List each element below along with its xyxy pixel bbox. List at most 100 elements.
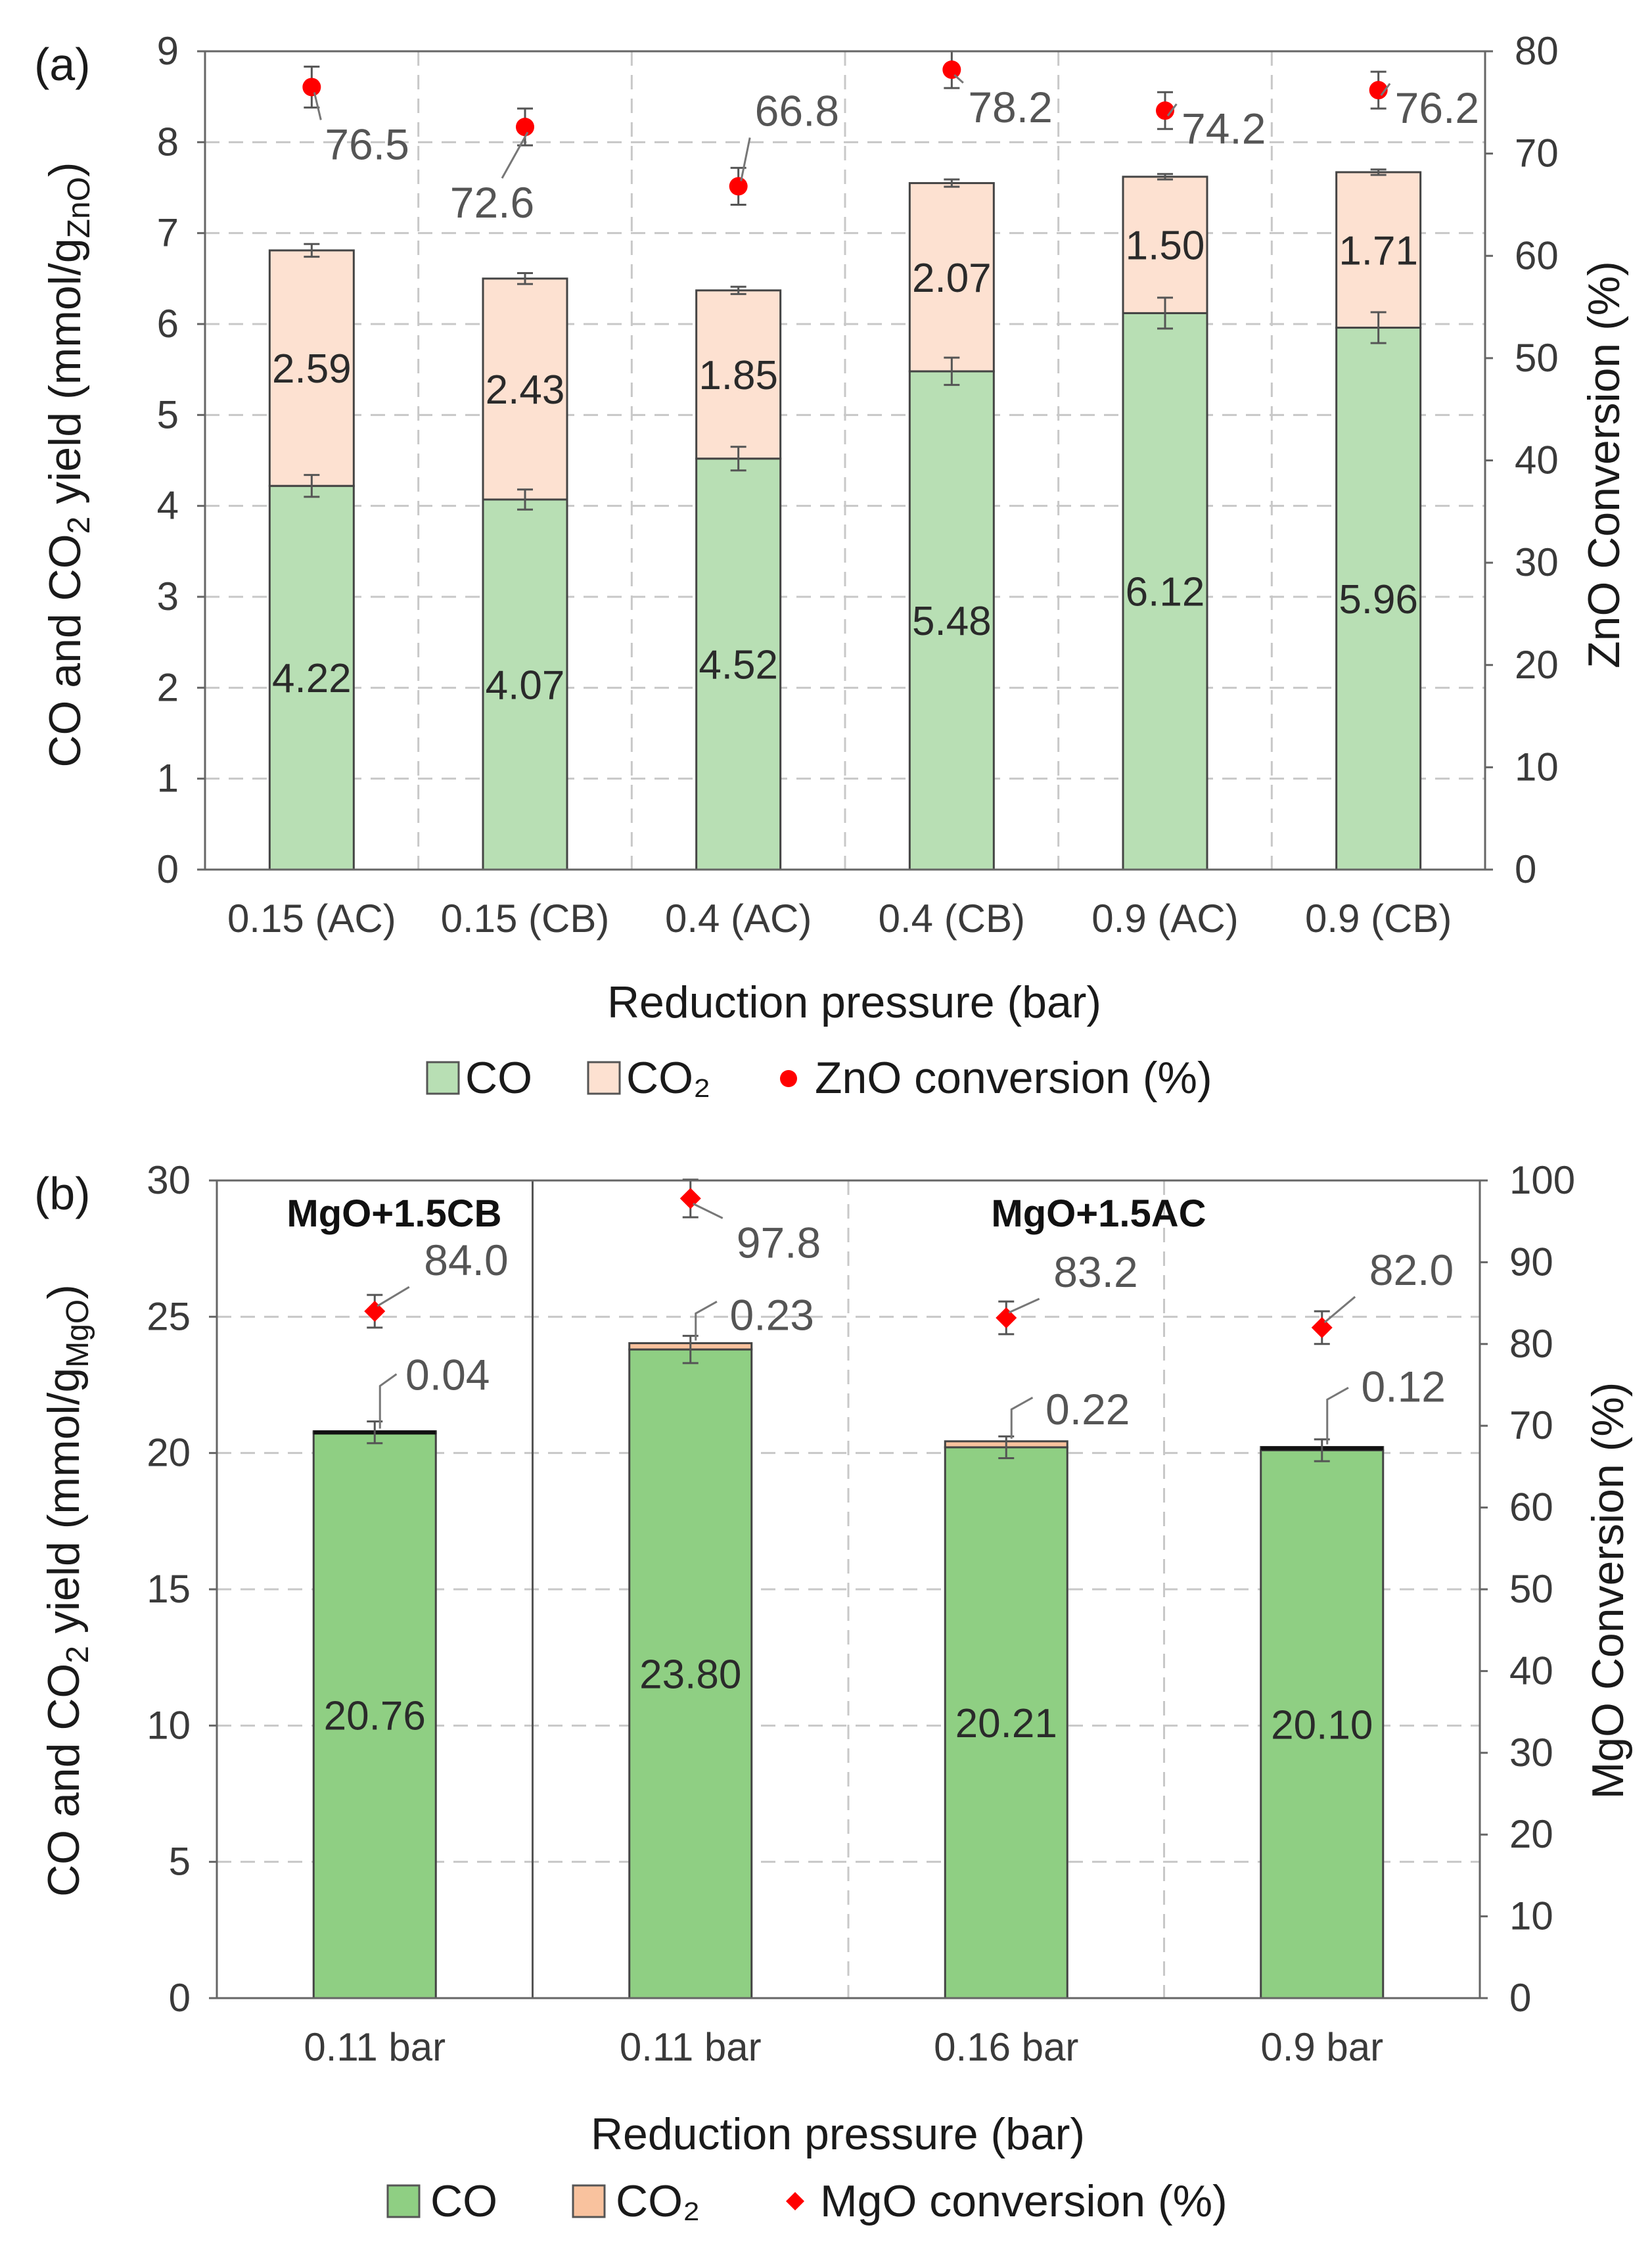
conversion-leader-line (501, 131, 529, 179)
y-tick-label: 6 (157, 302, 179, 346)
bar-label-co: 4.22 (272, 656, 352, 701)
panel-b-group-label-ac: MgO+1.5AC (991, 1192, 1206, 1235)
conversion-marker (679, 1188, 701, 1209)
y-tick-label: 15 (147, 1567, 191, 1611)
bar-label-co: 20.21 (955, 1701, 1057, 1746)
bar-co (695, 457, 782, 871)
y2-tick-label: 0 (1509, 1976, 1531, 2020)
conversion-marker (1156, 101, 1174, 120)
y2-tick-label: 10 (1509, 1894, 1553, 1938)
conversion-value-label: 76.2 (1395, 83, 1479, 132)
legend-conversion-marker (780, 1070, 797, 1087)
bar-co (268, 484, 355, 871)
conversion-leader-line (740, 137, 751, 181)
y2-tick-label: 10 (1515, 745, 1559, 789)
panel-a-bar-labels: 4.22 2.59 4.07 2.43 4.52 1.85 5.48 2.07 6.12 1.50… (272, 223, 1418, 709)
co2-value-label: 0.23 (730, 1291, 814, 1340)
x-tick-label: 0.4 (CB) (879, 897, 1025, 941)
x-tick-label: 0.16 bar (934, 2025, 1078, 2069)
legend-co2-label: CO₂ (616, 2176, 700, 2226)
panel-b-y-axis-title: CO and CO2 yield (mmol/gMgO) (39, 1284, 95, 1897)
legend-conversion-marker (786, 2192, 804, 2210)
y2-tick-label: 80 (1515, 29, 1559, 73)
legend-conversion-label: MgO conversion (%) (820, 2176, 1228, 2226)
panel-a: (a) 4.22 2.59 4.07 2.43 4.52 1.85 5.48 2.07 6.12… (34, 29, 1629, 1103)
bar-label-co2: 1.71 (1339, 228, 1418, 273)
legend-conversion-label: ZnO conversion (%) (815, 1053, 1212, 1103)
conversion-marker (516, 118, 534, 137)
panel-a-x-ticks: 0.15 (AC) 0.15 (CB) 0.4 (AC) 0.4 (CB) 0.9 (A… (227, 897, 1452, 941)
bar-co (628, 1348, 753, 1999)
conversion-value-label: 76.5 (325, 120, 409, 168)
co2-value-label: 0.22 (1045, 1385, 1130, 1434)
panel-b-x-ticks: 0.11 bar 0.11 bar 0.16 bar 0.9 bar (304, 2025, 1383, 2069)
panel-b-legend: CO CO₂ MgO conversion (%) (386, 2176, 1228, 2226)
y2-tick-label: 100 (1509, 1158, 1575, 1202)
y-tick-label: 8 (157, 120, 179, 164)
panel-a-conversion-labels: 76.5 72.6 66.8 78.2 74.2 76.2 (313, 74, 1479, 227)
bar-label-co2: 1.85 (699, 353, 778, 398)
conversion-value-label: 72.6 (450, 178, 534, 227)
panel-a-y-axis-title: CO and CO2 yield (mmol/gZnO) (40, 162, 97, 767)
conversion-value-label: 82.0 (1369, 1246, 1454, 1294)
x-tick-label: 0.4 (AC) (665, 897, 812, 941)
y2-tick-label: 30 (1515, 540, 1559, 584)
conversion-leader-line (1008, 1297, 1040, 1314)
y2-tick-label: 70 (1515, 131, 1559, 175)
legend-co-label: CO (465, 1053, 532, 1103)
panel-a-gridlines (205, 50, 1485, 870)
panel-a-label: (a) (34, 39, 91, 90)
conversion-leader-line (1323, 1295, 1356, 1324)
bar-co (1335, 327, 1422, 871)
bar-label-co2: 2.59 (272, 346, 352, 392)
co2-leader-line (695, 1300, 718, 1341)
bar-label-co2: 2.43 (486, 367, 565, 413)
y-tick-label: 5 (169, 1840, 191, 1884)
y2-tick-label: 60 (1515, 233, 1559, 277)
y-tick-label: 25 (147, 1294, 191, 1338)
panel-a-y2-ticks: 0 10 20 30 40 50 60 70 80 (1485, 29, 1559, 891)
bar-label-co: 20.10 (1271, 1702, 1373, 1748)
bar-label-co: 5.96 (1339, 577, 1418, 622)
bar-label-co2: 1.50 (1126, 223, 1205, 269)
legend-co2-swatch (572, 2184, 606, 2218)
panel-b-group-label-cb: MgO+1.5CB (287, 1192, 501, 1235)
co2-leader-line (379, 1373, 398, 1429)
bar-co (482, 498, 568, 871)
panel-b-y2-axis-title: MgO Conversion (%) (1583, 1382, 1633, 1800)
panel-b-label: (b) (34, 1168, 91, 1219)
conversion-leader-line (1166, 103, 1178, 117)
y-tick-label: 5 (157, 392, 179, 436)
conversion-value-label: 66.8 (755, 86, 839, 135)
bar-co (1260, 1449, 1385, 1999)
y-tick-label: 4 (157, 484, 179, 528)
co2-value-label: 0.12 (1362, 1363, 1446, 1411)
bar-co2 (1335, 171, 1422, 329)
bar-label-co: 23.80 (639, 1652, 741, 1698)
conversion-value-label: 97.8 (737, 1218, 821, 1267)
panel-b: (b) 20.76 23.80 20.21 20.10 0.04 84.0 0.23 97.… (34, 1158, 1633, 2226)
bar-co (312, 1431, 437, 1999)
y2-tick-label: 70 (1509, 1403, 1553, 1447)
legend-co2-label: CO₂ (626, 1053, 710, 1103)
legend-co-label: CO (430, 2176, 497, 2226)
y-tick-label: 10 (147, 1703, 191, 1747)
y-tick-label: 7 (157, 211, 179, 255)
y-tick-label: 9 (157, 29, 179, 73)
y2-tick-label: 30 (1509, 1731, 1553, 1775)
panel-a-x-axis-title: Reduction pressure (bar) (607, 977, 1101, 1027)
legend-co-swatch (426, 1061, 460, 1095)
panel-b-error-bars (367, 1334, 1330, 1462)
conversion-marker (996, 1307, 1017, 1328)
conversion-leader-line (313, 92, 322, 120)
conversion-value-label: 78.2 (968, 83, 1052, 131)
conversion-value-label: 84.0 (424, 1236, 508, 1284)
legend-co2-swatch (587, 1061, 621, 1095)
conversion-marker (302, 78, 321, 97)
panel-b-y2-ticks: 0 10 20 30 40 50 60 70 80 90 100 (1480, 1158, 1575, 2020)
y2-tick-label: 20 (1509, 1812, 1553, 1856)
bar-label-co: 5.48 (912, 599, 992, 644)
y2-tick-label: 20 (1515, 643, 1559, 687)
conversion-marker (1311, 1317, 1333, 1338)
y2-tick-label: 80 (1509, 1322, 1553, 1366)
